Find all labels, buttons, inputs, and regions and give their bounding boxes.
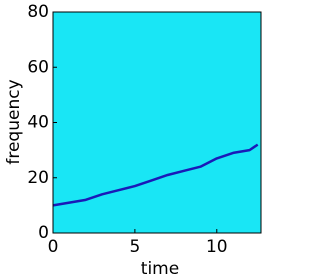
y-tick-label: 60: [27, 57, 49, 77]
ridge: [52, 143, 259, 207]
y-tick-label: 40: [27, 113, 49, 133]
y-tick-label: 0: [38, 223, 49, 243]
y-tick-label: 20: [27, 168, 49, 188]
x-tick-label: 0: [48, 237, 59, 257]
y-axis-label: frequency: [4, 79, 24, 164]
x-tick-label: 5: [129, 237, 140, 257]
x-tick-label: 10: [206, 237, 228, 257]
chart: time frequency 0 20 40 60 80 0 5 10: [4, 2, 262, 279]
y-tick-label: 80: [27, 2, 49, 22]
x-axis-label: time: [141, 259, 179, 279]
plot-area: [53, 12, 261, 233]
